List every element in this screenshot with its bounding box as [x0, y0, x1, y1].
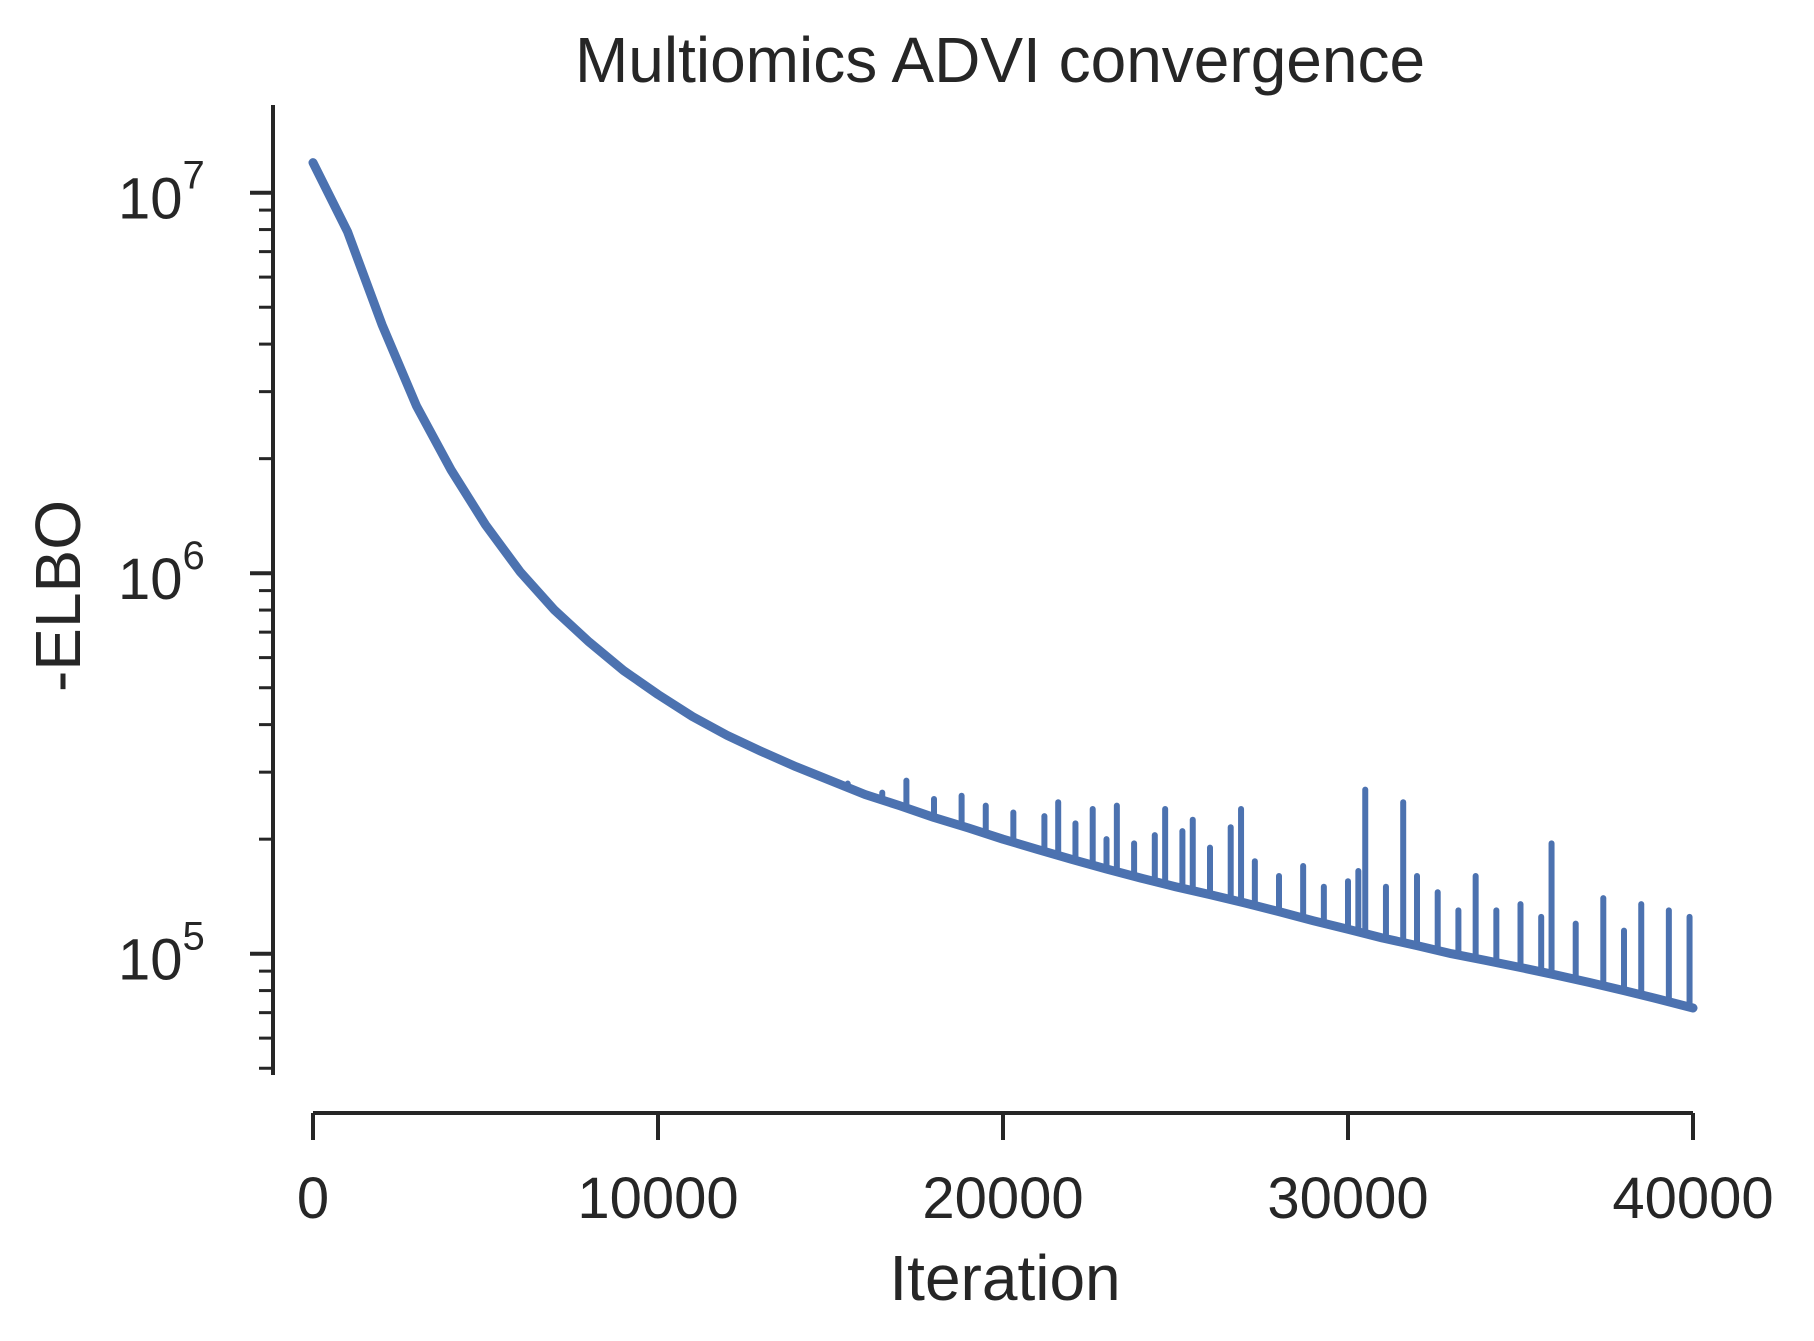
y-tick-label: 105 — [118, 915, 205, 993]
x-tick-label: 30000 — [1267, 1166, 1428, 1231]
y-tick-label: 106 — [118, 534, 205, 612]
x-tick-label: 10000 — [577, 1166, 738, 1231]
series-line — [308, 158, 1698, 1013]
y-tick-label: 107 — [118, 154, 205, 232]
x-tick-label: 0 — [297, 1166, 329, 1231]
plot-area — [308, 158, 1698, 1013]
x-tick-label: 40000 — [1612, 1166, 1773, 1231]
chart-title: Multiomics ADVI convergence — [575, 24, 1425, 96]
x-tick-label: 20000 — [922, 1166, 1083, 1231]
y-axis-label: -ELBO — [22, 500, 94, 692]
x-axis-label: Iteration — [889, 1242, 1120, 1314]
x-axis-ticks: 0 10000 20000 30000 40000 — [297, 1113, 1774, 1231]
y-axis-ticks: 105 106 107 — [118, 154, 273, 1070]
